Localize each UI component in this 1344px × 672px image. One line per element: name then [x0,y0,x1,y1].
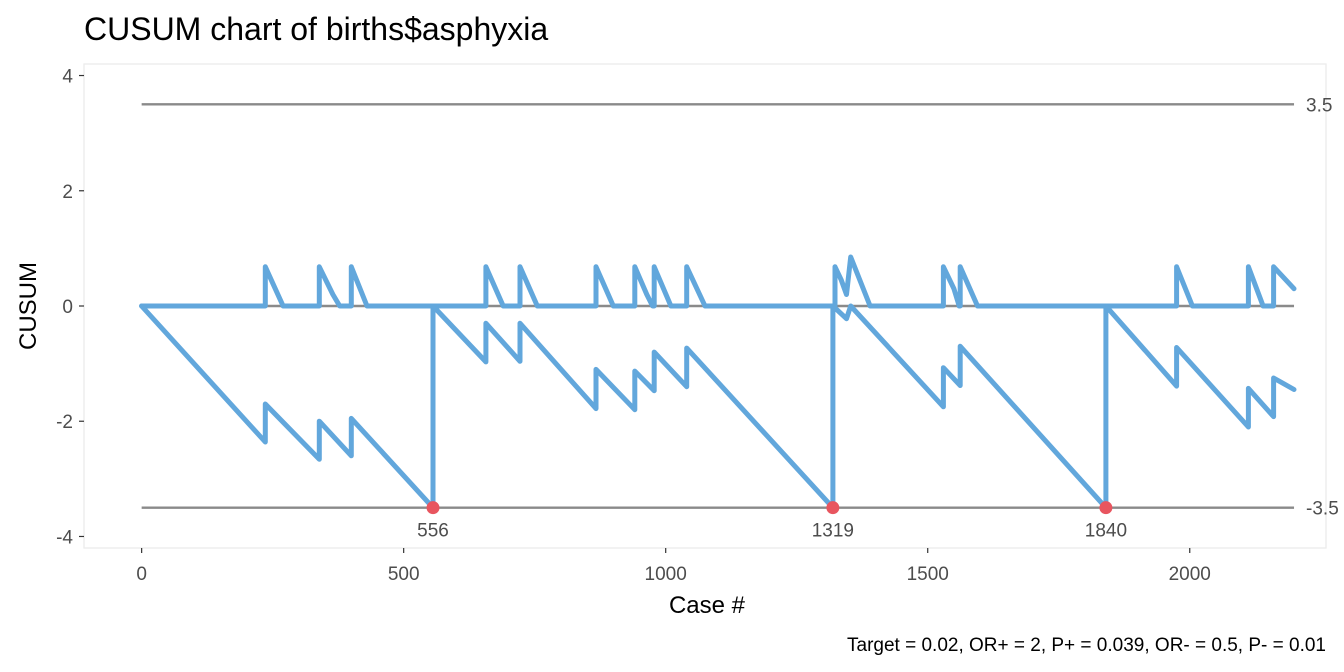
chart-caption: Target = 0.02, OR+ = 2, P+ = 0.039, OR- … [847,635,1326,656]
signal-points: 556 1319 1840 [417,501,1127,542]
y-tick-label: 2 [62,182,73,203]
signal-point [426,501,440,515]
x-tick-label: 500 [388,564,420,585]
x-axis-title: Case # [669,592,746,619]
x-tick-label: 0 [136,564,147,585]
x-tick-label: 2000 [1169,564,1211,585]
x-tick-label: 1000 [645,564,687,585]
cusum-series [139,254,1297,511]
control-limit-label: 3.5 [1306,95,1332,116]
signal-label: 556 [417,521,449,542]
cusum-series-line [139,303,1297,511]
signal-point [1099,501,1113,515]
y-tick-label: 0 [62,297,73,318]
y-tick-label: -4 [56,527,73,548]
y-axis-title: CUSUM [15,262,42,350]
x-axis: 0 500 1000 1500 2000 [136,548,1211,585]
signal-label: 1319 [812,521,854,542]
y-tick-label: 4 [62,67,73,88]
y-axis: 4 2 0 -2 -4 [56,67,84,548]
signal-label: 1840 [1085,521,1127,542]
y-tick-label: -2 [56,412,73,433]
x-tick-label: 1500 [907,564,949,585]
signal-point [826,501,840,515]
cusum-series-line [139,254,1297,309]
chart-title: CUSUM chart of births$asphyxia [84,11,548,47]
control-limit-label: -3.5 [1306,499,1339,520]
